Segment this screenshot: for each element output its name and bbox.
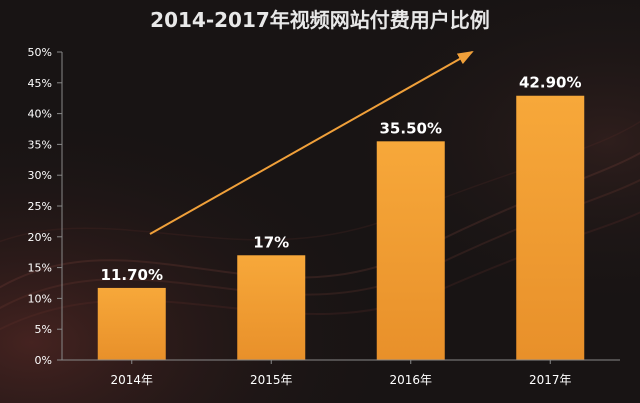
- y-tick-label: 5%: [35, 323, 52, 336]
- bar: [237, 255, 306, 360]
- x-tick-label: 2015年: [250, 373, 293, 387]
- y-tick-label: 40%: [28, 108, 52, 121]
- y-tick-label: 20%: [28, 231, 52, 244]
- y-tick-label: 10%: [28, 292, 52, 305]
- y-tick-label: 35%: [28, 138, 52, 151]
- y-tick-label: 25%: [28, 200, 52, 213]
- y-tick-label: 0%: [35, 354, 52, 367]
- bars: 11.70% 17% 35.50% 42.90%: [97, 74, 585, 361]
- bar: [516, 95, 585, 361]
- bar-value-label: 35.50%: [380, 119, 442, 137]
- y-axis: 0% 5% 10% 15% 20% 25% 30% 35% 40% 45% 50%: [28, 46, 63, 367]
- bar-value-label: 11.70%: [101, 266, 163, 284]
- bar: [97, 287, 166, 360]
- bar-value-label: 17%: [253, 233, 289, 251]
- x-tick-label: 2017年: [529, 373, 572, 387]
- y-tick-label: 30%: [28, 169, 52, 182]
- bar: [376, 141, 445, 360]
- x-axis: 2014年 2015年 2016年 2017年: [62, 359, 620, 387]
- y-tick-label: 45%: [28, 77, 52, 90]
- y-tick-label: 15%: [28, 262, 52, 275]
- y-tick-label: 50%: [28, 46, 52, 59]
- trend-arrow: [149, 51, 474, 235]
- x-tick-label: 2016年: [389, 373, 432, 387]
- chart-title: 2014-2017年视频网站付费用户比例: [150, 8, 490, 32]
- bar-value-label: 42.90%: [519, 74, 581, 92]
- x-tick-label: 2014年: [110, 373, 153, 387]
